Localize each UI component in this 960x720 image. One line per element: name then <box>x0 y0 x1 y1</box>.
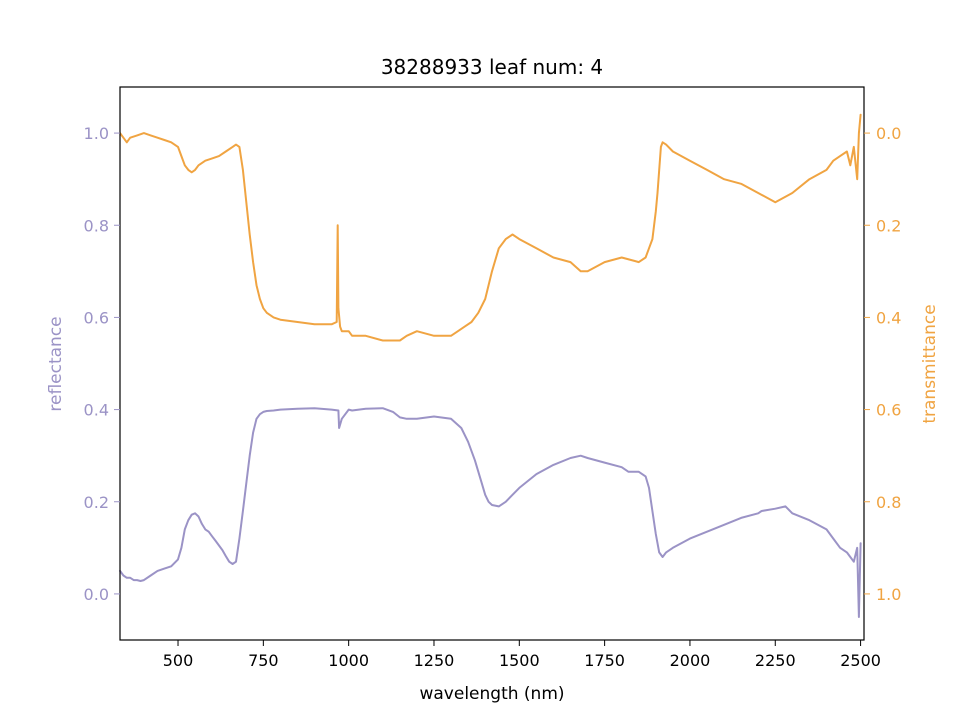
chart-title: 38288933 leaf num: 4 <box>381 55 603 79</box>
left-tick-label: 0.2 <box>84 493 109 512</box>
x-tick-label: 2000 <box>670 651 711 670</box>
x-tick-label: 1500 <box>499 651 540 670</box>
left-tick-label: 0.6 <box>84 308 109 327</box>
right-tick-label: 0.0 <box>876 124 901 143</box>
x-tick-label: 2250 <box>755 651 796 670</box>
left-tick-label: 0.4 <box>84 401 109 420</box>
left-tick-label: 1.0 <box>84 124 109 143</box>
right-tick-label: 0.2 <box>876 216 901 235</box>
x-axis-label: wavelength (nm) <box>419 684 564 704</box>
right-y-axis: 0.0 0.2 0.4 0.6 0.8 1.0 <box>864 124 901 604</box>
right-axis-label: transmittance <box>920 304 940 423</box>
x-tick-label: 1000 <box>328 651 369 670</box>
left-tick-label: 0.8 <box>84 216 109 235</box>
right-tick-label: 1.0 <box>876 585 901 604</box>
series-layer <box>119 113 862 618</box>
left-axis-label: reflectance <box>46 316 66 411</box>
x-tick-label: 1250 <box>414 651 455 670</box>
right-tick-label: 0.4 <box>876 308 901 327</box>
plot-frame <box>119 86 865 641</box>
x-axis: 500 750 1000 1250 1500 1750 2000 2250 2500 <box>163 640 881 670</box>
x-tick-label: 1750 <box>584 651 625 670</box>
transmittance-series-line <box>119 113 862 342</box>
reflectance-series-line <box>119 407 862 618</box>
x-tick-label: 750 <box>248 651 279 670</box>
right-tick-label: 0.6 <box>876 401 901 420</box>
x-tick-label: 500 <box>163 651 194 670</box>
left-tick-label: 0.0 <box>84 585 109 604</box>
right-tick-label: 0.8 <box>876 493 901 512</box>
x-tick-label: 2500 <box>840 651 881 670</box>
left-y-axis: 0.0 0.2 0.4 0.6 0.8 1.0 <box>84 124 120 604</box>
